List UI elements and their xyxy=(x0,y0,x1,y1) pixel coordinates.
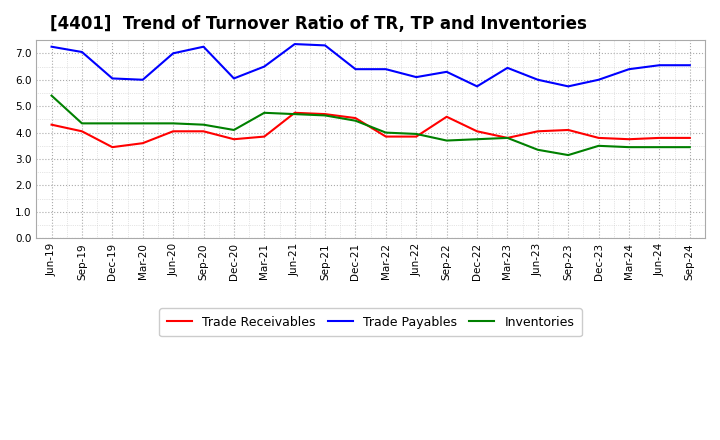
Inventories xyxy=(48,93,56,98)
Inventories xyxy=(78,121,86,126)
Trade Receivables xyxy=(685,135,694,140)
Inventories xyxy=(473,136,482,142)
Trade Receivables xyxy=(442,114,451,119)
Inventories xyxy=(503,135,512,140)
Trade Payables xyxy=(138,77,147,82)
Trade Receivables xyxy=(321,111,330,117)
Trade Receivables xyxy=(655,135,664,140)
Inventories xyxy=(412,131,420,136)
Line: Trade Receivables: Trade Receivables xyxy=(52,113,690,147)
Trade Payables xyxy=(442,69,451,74)
Inventories xyxy=(442,138,451,143)
Inventories xyxy=(655,144,664,150)
Line: Trade Payables: Trade Payables xyxy=(52,44,690,86)
Inventories xyxy=(290,111,299,117)
Inventories xyxy=(534,147,542,152)
Trade Payables xyxy=(351,66,360,72)
Inventories xyxy=(168,121,177,126)
Trade Payables xyxy=(685,62,694,68)
Trade Payables xyxy=(168,51,177,56)
Line: Inventories: Inventories xyxy=(52,95,690,155)
Trade Payables xyxy=(534,77,542,82)
Trade Receivables xyxy=(382,134,390,139)
Legend: Trade Receivables, Trade Payables, Inventories: Trade Receivables, Trade Payables, Inven… xyxy=(160,308,582,336)
Trade Payables xyxy=(48,44,56,49)
Inventories xyxy=(564,152,572,158)
Trade Receivables xyxy=(625,136,634,142)
Text: [4401]  Trend of Turnover Ratio of TR, TP and Inventories: [4401] Trend of Turnover Ratio of TR, TP… xyxy=(50,15,587,33)
Trade Receivables xyxy=(564,127,572,132)
Trade Payables xyxy=(625,66,634,72)
Trade Payables xyxy=(290,41,299,47)
Trade Receivables xyxy=(168,128,177,134)
Trade Payables xyxy=(321,43,330,48)
Trade Receivables xyxy=(260,134,269,139)
Trade Payables xyxy=(564,84,572,89)
Trade Payables xyxy=(260,64,269,69)
Inventories xyxy=(199,122,208,127)
Trade Receivables xyxy=(594,135,603,140)
Inventories xyxy=(321,113,330,118)
Trade Payables xyxy=(78,49,86,55)
Inventories xyxy=(138,121,147,126)
Trade Payables xyxy=(594,77,603,82)
Trade Receivables xyxy=(78,128,86,134)
Trade Receivables xyxy=(48,122,56,127)
Trade Payables xyxy=(503,65,512,70)
Trade Payables xyxy=(412,74,420,80)
Inventories xyxy=(230,127,238,132)
Trade Receivables xyxy=(503,135,512,140)
Trade Payables xyxy=(655,62,664,68)
Trade Payables xyxy=(230,76,238,81)
Trade Receivables xyxy=(138,140,147,146)
Trade Receivables xyxy=(473,128,482,134)
Trade Receivables xyxy=(534,128,542,134)
Trade Receivables xyxy=(230,136,238,142)
Trade Receivables xyxy=(199,128,208,134)
Inventories xyxy=(685,144,694,150)
Trade Payables xyxy=(382,66,390,72)
Inventories xyxy=(108,121,117,126)
Inventories xyxy=(625,144,634,150)
Trade Payables xyxy=(199,44,208,49)
Trade Payables xyxy=(108,76,117,81)
Inventories xyxy=(594,143,603,148)
Trade Receivables xyxy=(351,115,360,121)
Inventories xyxy=(260,110,269,115)
Trade Receivables xyxy=(290,110,299,115)
Inventories xyxy=(382,130,390,135)
Inventories xyxy=(351,118,360,123)
Trade Payables xyxy=(473,84,482,89)
Trade Receivables xyxy=(412,134,420,139)
Trade Receivables xyxy=(108,144,117,150)
